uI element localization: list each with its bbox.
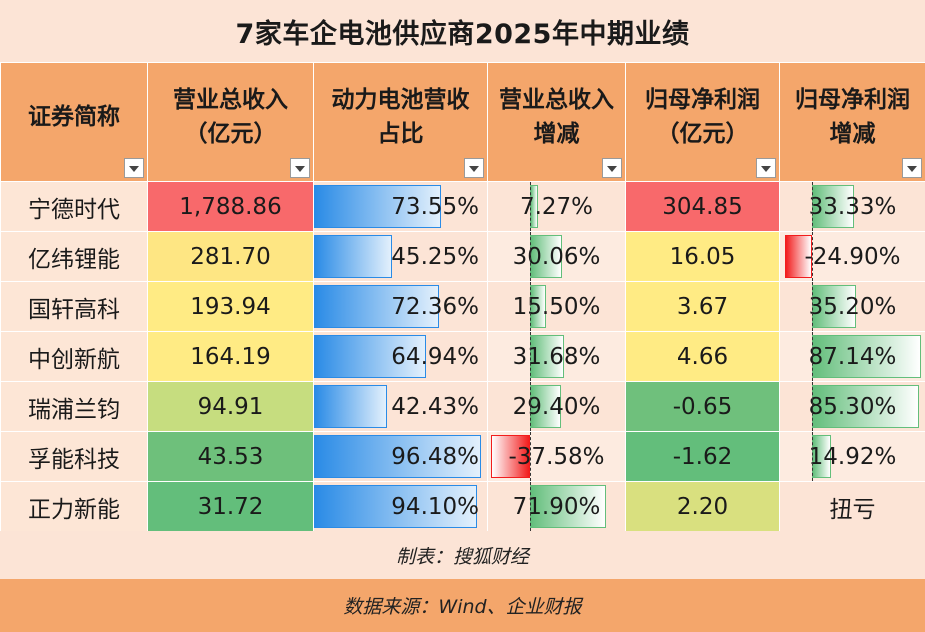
- cell-battery-share: 45.25%: [313, 231, 488, 282]
- filter-dropdown-icon[interactable]: [756, 158, 776, 178]
- databar: [314, 235, 393, 278]
- header-row: 证券简称 营业总收入 （亿元） 动力电池营收 占比 营业总收入 增减 归母净利润…: [0, 62, 925, 182]
- filter-dropdown-icon[interactable]: [464, 158, 484, 178]
- header-profit-growth: 归母净利润 增减: [779, 62, 925, 182]
- cell-revenue: 281.70: [147, 231, 314, 282]
- cell-name: 国轩高科: [0, 281, 148, 332]
- cell-revenue-growth: 15.50%: [487, 281, 626, 332]
- table-title: 7家车企电池供应商2025年中期业绩: [0, 0, 925, 62]
- databar: [811, 335, 922, 378]
- table-row: 亿纬锂能 281.70 45.25% 30.06% 16.05 -24.90%: [0, 231, 925, 282]
- filter-dropdown-icon[interactable]: [602, 158, 622, 178]
- cell-profit-growth: -24.90%: [779, 231, 925, 282]
- cell-name: 孚能科技: [0, 431, 148, 482]
- cell-profit: 3.67: [625, 281, 780, 332]
- table-row: 宁德时代 1,788.86 73.55% 7.27% 304.85 33.33%: [0, 181, 925, 232]
- databar: [314, 335, 427, 378]
- cell-profit-growth: 扭亏: [779, 481, 925, 532]
- cell-battery-share: 42.43%: [313, 381, 488, 432]
- table-row: 瑞浦兰钧 94.91 42.43% 29.40% -0.65 85.30%: [0, 381, 925, 432]
- cell-profit: -1.62: [625, 431, 780, 482]
- cell-battery-share: 96.48%: [313, 431, 488, 482]
- cell-revenue-growth: -37.58%: [487, 431, 626, 482]
- databar: [314, 385, 388, 428]
- header-revenue-growth: 营业总收入 增减: [487, 62, 626, 182]
- cell-name: 亿纬锂能: [0, 231, 148, 282]
- cell-battery-share: 72.36%: [313, 281, 488, 332]
- cell-revenue-growth: 30.06%: [487, 231, 626, 282]
- cell-revenue: 193.94: [147, 281, 314, 332]
- header-battery-share: 动力电池营收 占比: [313, 62, 488, 182]
- cell-name: 宁德时代: [0, 181, 148, 232]
- cell-profit: 16.05: [625, 231, 780, 282]
- cell-revenue: 94.91: [147, 381, 314, 432]
- cell-revenue-growth: 7.27%: [487, 181, 626, 232]
- table-row: 孚能科技 43.53 96.48% -37.58% -1.62 14.92%: [0, 431, 925, 482]
- cell-name: 瑞浦兰钧: [0, 381, 148, 432]
- cell-profit-growth: 33.33%: [779, 181, 925, 232]
- table-row: 国轩高科 193.94 72.36% 15.50% 3.67 35.20%: [0, 281, 925, 332]
- databar: [314, 285, 440, 328]
- header-profit: 归母净利润 （亿元）: [625, 62, 780, 182]
- cell-profit: 4.66: [625, 331, 780, 382]
- cell-battery-share: 73.55%: [313, 181, 488, 232]
- cell-profit: -0.65: [625, 381, 780, 432]
- cell-revenue: 164.19: [147, 331, 314, 382]
- table-row: 正力新能 31.72 94.10% 71.90% 2.20 扭亏: [0, 481, 925, 532]
- databar: [314, 435, 481, 478]
- filter-dropdown-icon[interactable]: [290, 158, 310, 178]
- filter-dropdown-icon[interactable]: [902, 158, 922, 178]
- cell-battery-share: 64.94%: [313, 331, 488, 382]
- cell-name: 中创新航: [0, 331, 148, 382]
- cell-revenue-growth: 31.68%: [487, 331, 626, 382]
- results-table: 证券简称 营业总收入 （亿元） 动力电池营收 占比 营业总收入 增减 归母净利润…: [0, 62, 925, 532]
- cell-revenue-growth: 29.40%: [487, 381, 626, 432]
- cell-revenue: 1,788.86: [147, 181, 314, 232]
- cell-revenue: 31.72: [147, 481, 314, 532]
- footer-source: 数据来源：Wind、企业财报: [0, 579, 925, 632]
- cell-profit-growth: 87.14%: [779, 331, 925, 382]
- footer-made-by: 制表：搜狐财经: [0, 531, 925, 579]
- header-name: 证券简称: [0, 62, 148, 182]
- databar: [314, 185, 442, 228]
- cell-revenue: 43.53: [147, 431, 314, 482]
- databar: [530, 235, 562, 278]
- databar: [314, 485, 477, 528]
- header-revenue: 营业总收入 （亿元）: [147, 62, 314, 182]
- databar: [530, 385, 562, 428]
- cell-profit: 2.20: [625, 481, 780, 532]
- cell-profit-growth: 35.20%: [779, 281, 925, 332]
- cell-profit: 304.85: [625, 181, 780, 232]
- cell-battery-share: 94.10%: [313, 481, 488, 532]
- cell-revenue-growth: 71.90%: [487, 481, 626, 532]
- cell-profit-growth: 14.92%: [779, 431, 925, 482]
- filter-dropdown-icon[interactable]: [124, 158, 144, 178]
- table-row: 中创新航 164.19 64.94% 31.68% 4.66 87.14%: [0, 331, 925, 382]
- cell-profit-growth: 85.30%: [779, 381, 925, 432]
- databar: [490, 435, 531, 478]
- cell-name: 正力新能: [0, 481, 148, 532]
- databar: [785, 235, 812, 278]
